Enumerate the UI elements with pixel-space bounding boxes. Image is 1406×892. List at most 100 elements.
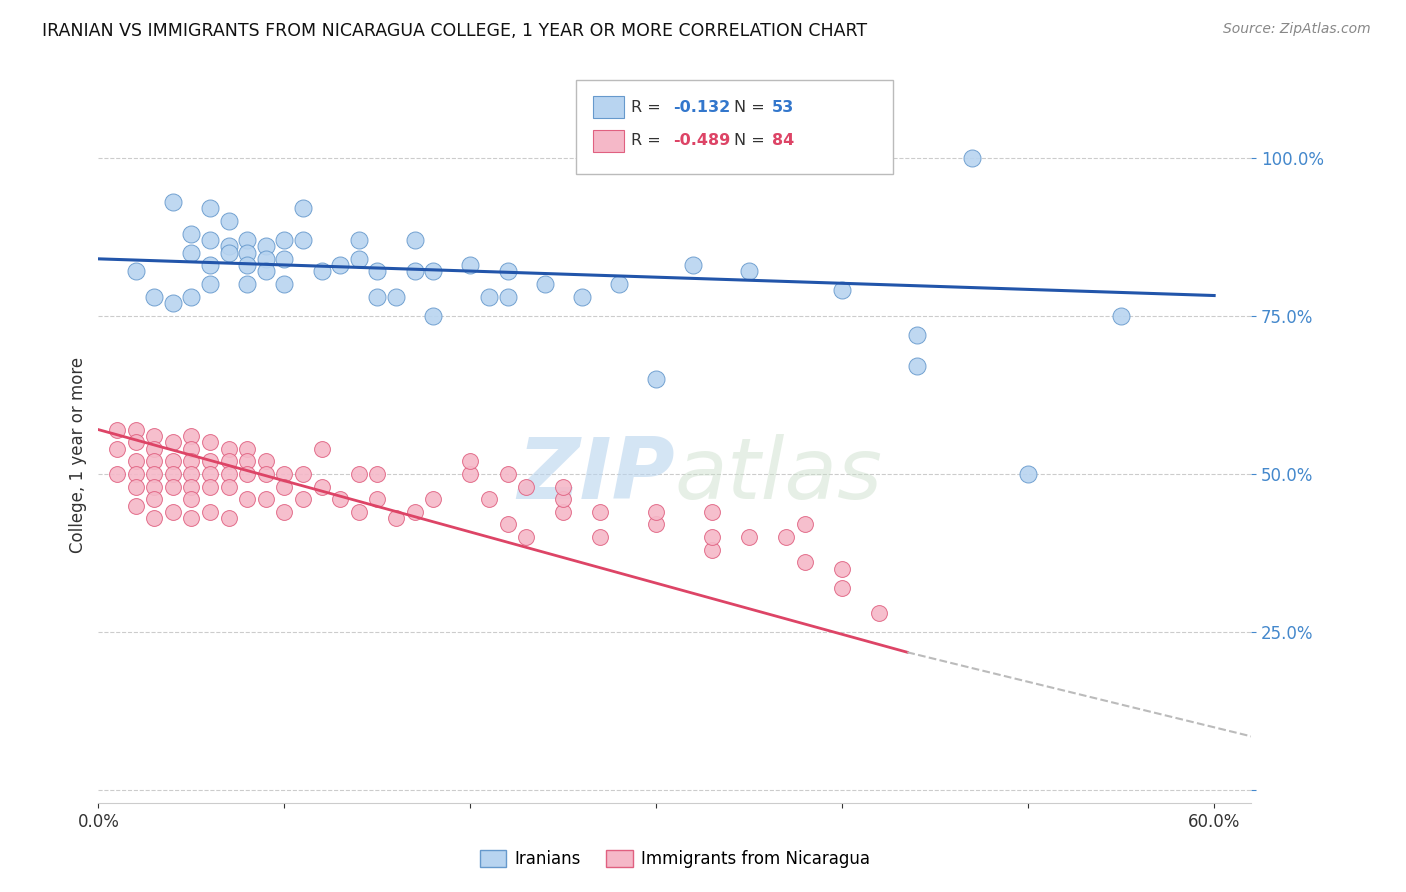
Point	[180, 429, 202, 443]
Point	[831, 284, 853, 298]
Point	[347, 467, 370, 481]
Point	[198, 435, 221, 450]
Text: -0.132: -0.132	[673, 100, 731, 114]
Point	[291, 467, 314, 481]
Point	[198, 454, 221, 468]
Point	[143, 429, 166, 443]
Point	[291, 201, 314, 215]
Point	[329, 258, 352, 272]
Point	[645, 505, 668, 519]
Point	[162, 435, 184, 450]
Point	[143, 442, 166, 456]
Point	[218, 214, 240, 228]
Point	[198, 258, 221, 272]
Point	[775, 530, 797, 544]
Point	[496, 290, 519, 304]
Point	[311, 264, 333, 278]
Text: IRANIAN VS IMMIGRANTS FROM NICARAGUA COLLEGE, 1 YEAR OR MORE CORRELATION CHART: IRANIAN VS IMMIGRANTS FROM NICARAGUA COL…	[42, 22, 868, 40]
Point	[460, 454, 482, 468]
Point	[180, 290, 202, 304]
Point	[218, 467, 240, 481]
Point	[515, 530, 537, 544]
Point	[105, 467, 128, 481]
Point	[218, 479, 240, 493]
Point	[180, 227, 202, 241]
Point	[831, 581, 853, 595]
Point	[198, 467, 221, 481]
Point	[105, 423, 128, 437]
Point	[515, 479, 537, 493]
Point	[162, 505, 184, 519]
Point	[533, 277, 555, 292]
Point	[143, 511, 166, 525]
Point	[905, 327, 928, 342]
Point	[700, 505, 723, 519]
Point	[404, 233, 426, 247]
Point	[180, 442, 202, 456]
Point	[571, 290, 593, 304]
Point	[607, 277, 630, 292]
Y-axis label: College, 1 year or more: College, 1 year or more	[69, 357, 87, 553]
Point	[291, 233, 314, 247]
Point	[124, 479, 146, 493]
Point	[794, 517, 817, 532]
Point	[273, 505, 295, 519]
Point	[385, 290, 408, 304]
Point	[311, 479, 333, 493]
Point	[366, 290, 388, 304]
Point	[589, 505, 612, 519]
Point	[962, 151, 984, 165]
Point	[180, 479, 202, 493]
Point	[700, 542, 723, 557]
Point	[198, 201, 221, 215]
Text: 53: 53	[772, 100, 794, 114]
Point	[236, 492, 259, 507]
Point	[254, 454, 277, 468]
Legend: Iranians, Immigrants from Nicaragua: Iranians, Immigrants from Nicaragua	[472, 843, 877, 874]
Point	[236, 258, 259, 272]
Point	[1109, 309, 1132, 323]
Point	[460, 258, 482, 272]
Point	[366, 264, 388, 278]
Point	[162, 479, 184, 493]
Point	[478, 492, 501, 507]
Point	[273, 233, 295, 247]
Text: 84: 84	[772, 134, 794, 148]
Text: R =: R =	[631, 100, 666, 114]
Point	[180, 245, 202, 260]
Point	[291, 492, 314, 507]
Point	[236, 233, 259, 247]
Point	[254, 252, 277, 266]
Point	[162, 454, 184, 468]
Point	[311, 442, 333, 456]
Point	[589, 530, 612, 544]
Text: N =: N =	[734, 100, 770, 114]
Point	[496, 264, 519, 278]
Point	[143, 454, 166, 468]
Point	[254, 492, 277, 507]
Point	[273, 467, 295, 481]
Point	[254, 467, 277, 481]
Point	[347, 505, 370, 519]
Point	[218, 245, 240, 260]
Point	[404, 264, 426, 278]
Point	[366, 492, 388, 507]
Point	[218, 454, 240, 468]
Point	[422, 264, 444, 278]
Text: Source: ZipAtlas.com: Source: ZipAtlas.com	[1223, 22, 1371, 37]
Point	[273, 252, 295, 266]
Point	[180, 467, 202, 481]
Point	[218, 239, 240, 253]
Point	[738, 530, 761, 544]
Point	[236, 245, 259, 260]
Point	[1017, 467, 1039, 481]
Point	[124, 264, 146, 278]
Point	[868, 606, 890, 620]
Point	[831, 562, 853, 576]
Point	[496, 467, 519, 481]
Point	[198, 479, 221, 493]
Point	[162, 194, 184, 209]
Point	[553, 492, 575, 507]
Point	[329, 492, 352, 507]
Point	[347, 252, 370, 266]
